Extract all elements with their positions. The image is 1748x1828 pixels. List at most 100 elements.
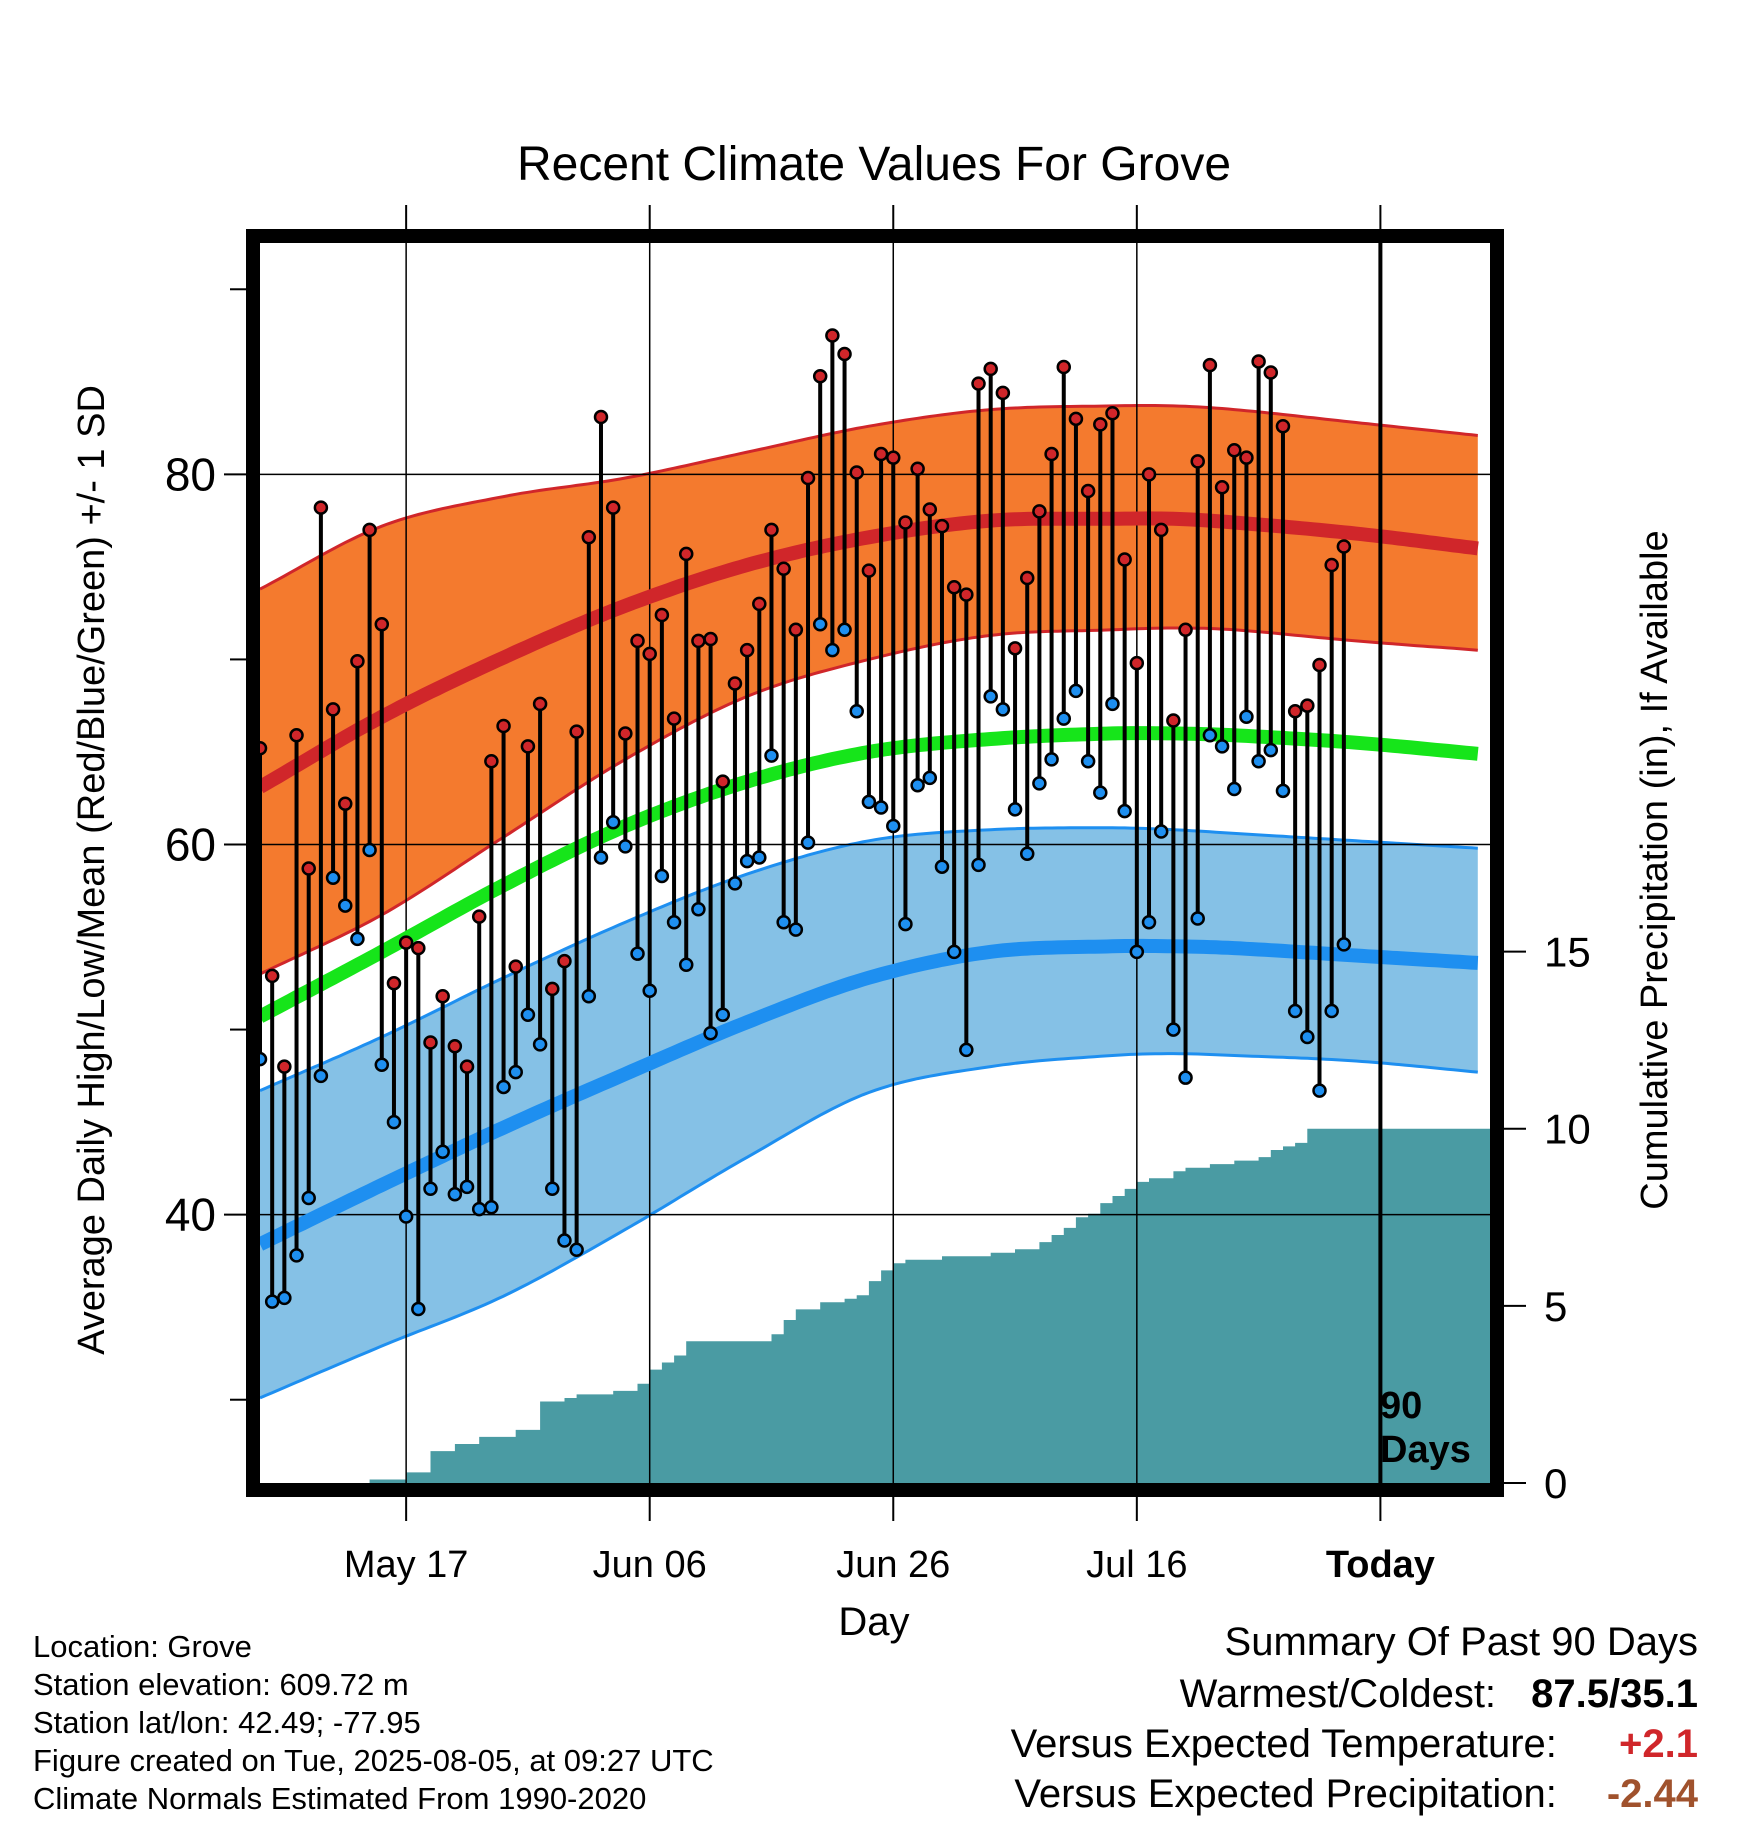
daily-low-point <box>666 914 682 930</box>
y-tick-label: 60 <box>165 818 216 870</box>
daily-high-point <box>1141 467 1157 482</box>
daily-low-point <box>776 914 791 930</box>
summary-warm-cold: Warmest/Coldest: 87.5/35.1 <box>1180 1672 1698 1717</box>
daily-low-point <box>435 1144 450 1159</box>
y-tick-label: 40 <box>165 1189 216 1241</box>
daily-high-point <box>350 654 365 669</box>
normal-low-line <box>256 938 1479 1251</box>
daily-high-point <box>995 385 1011 401</box>
footer-elevation: Station elevation: 609.72 m <box>33 1667 409 1702</box>
y-axis-label: Average Daily High/Low/Mean (Red/Blue/Gr… <box>71 385 113 1355</box>
daily-low-point <box>1080 753 1096 769</box>
high-sd-band <box>260 405 1478 974</box>
daily-high-point <box>654 607 670 623</box>
daily-low-point <box>788 922 804 937</box>
footer-location: Location: Grove <box>33 1629 252 1664</box>
daily-low-point <box>581 989 597 1004</box>
daily-high-point <box>825 328 840 343</box>
daily-low-point <box>1287 1003 1303 1019</box>
daily-high-point <box>1287 703 1303 719</box>
daily-high-point <box>1068 411 1084 427</box>
daily-low-point <box>1263 742 1279 758</box>
daily-high-point <box>593 409 609 425</box>
daily-high-point <box>545 981 560 997</box>
daily-high-point <box>1166 713 1181 728</box>
daily-high-point <box>325 702 341 717</box>
daily-high-point <box>1117 552 1132 567</box>
daily-low-point <box>873 800 889 815</box>
daily-high-point <box>374 617 390 632</box>
daily-low-point <box>459 1179 475 1195</box>
daily-high-point <box>898 515 913 530</box>
daily-observations <box>252 328 1352 1317</box>
plot-border <box>246 229 1504 1497</box>
summary-warm-cold-value: 87.5/35.1 <box>1531 1672 1698 1716</box>
daily-low-point <box>362 842 377 858</box>
daily-high-point <box>861 563 877 578</box>
x-tick-label: Today <box>1326 1544 1435 1586</box>
footer-info: Location: Grove Station elevation: 609.7… <box>33 1628 714 1818</box>
daily-high-point <box>666 711 682 726</box>
y-tick-label: 80 <box>165 448 216 500</box>
daily-high-point <box>337 796 353 812</box>
daily-low-point <box>618 839 633 854</box>
daily-low-point <box>1214 739 1230 754</box>
today-label-days-number: 90 <box>1380 1385 1422 1427</box>
daily-high-point <box>362 522 377 538</box>
daily-high-point <box>520 739 536 754</box>
daily-low-point <box>496 1079 511 1095</box>
y2-tick-label: 15 <box>1544 929 1591 976</box>
daily-high-point <box>1300 698 1315 713</box>
daily-high-point <box>277 1059 292 1074</box>
daily-high-point <box>289 728 304 743</box>
daily-low-point <box>1336 937 1352 952</box>
daily-low-point <box>654 868 670 884</box>
daily-high-point <box>447 1038 463 1054</box>
daily-high-point <box>752 596 767 612</box>
daily-low-point <box>1068 683 1084 699</box>
daily-low-point <box>264 1294 280 1309</box>
daily-low-point <box>727 876 743 891</box>
daily-low-point <box>630 946 645 961</box>
daily-high-point <box>459 1059 475 1074</box>
daily-low-point <box>983 689 998 704</box>
daily-low-point <box>520 1007 536 1023</box>
summary-warm-cold-label: Warmest/Coldest: <box>1179 1672 1497 1716</box>
daily-low-point <box>825 642 840 658</box>
plot-frame <box>246 229 1504 1497</box>
daily-high-point <box>484 753 499 769</box>
daily-high-point <box>812 369 828 384</box>
summary-precip: Versus Expected Precipitation: -2.44 <box>1014 1772 1698 1817</box>
daily-low-point <box>1056 711 1072 726</box>
daily-low-point <box>1044 752 1059 767</box>
daily-high-point <box>630 633 645 649</box>
daily-low-point <box>1251 753 1266 769</box>
daily-low-point <box>1129 944 1145 960</box>
daily-high-point <box>946 579 962 595</box>
x-tick-label: Jun 26 <box>836 1544 950 1586</box>
daily-high-point <box>471 909 487 924</box>
daily-low-point <box>545 1181 560 1196</box>
daily-high-point <box>1153 522 1169 538</box>
daily-low-point <box>898 916 913 932</box>
daily-low-point <box>423 1181 438 1196</box>
daily-low-point <box>1141 914 1157 930</box>
y2-tick-label: 10 <box>1544 1106 1591 1153</box>
daily-high-point <box>1239 450 1254 465</box>
daily-high-point <box>605 500 621 515</box>
daily-high-point <box>1214 480 1230 495</box>
daily-low-point <box>922 770 938 786</box>
daily-low-point <box>995 702 1011 717</box>
daily-high-point <box>1129 655 1145 671</box>
daily-high-point <box>1080 483 1096 499</box>
daily-high-point <box>800 470 816 486</box>
daily-low-point <box>386 1114 402 1130</box>
daily-low-point <box>800 835 816 850</box>
footer-normals: Climate Normals Estimated From 1990-2020 <box>33 1781 647 1816</box>
daily-low-point <box>861 794 877 810</box>
daily-low-point <box>715 1007 731 1023</box>
summary-temp-label: Versus Expected Temperature: <box>1010 1722 1557 1766</box>
daily-low-point <box>289 1248 304 1263</box>
daily-low-point <box>752 850 767 865</box>
daily-low-point <box>946 944 962 960</box>
